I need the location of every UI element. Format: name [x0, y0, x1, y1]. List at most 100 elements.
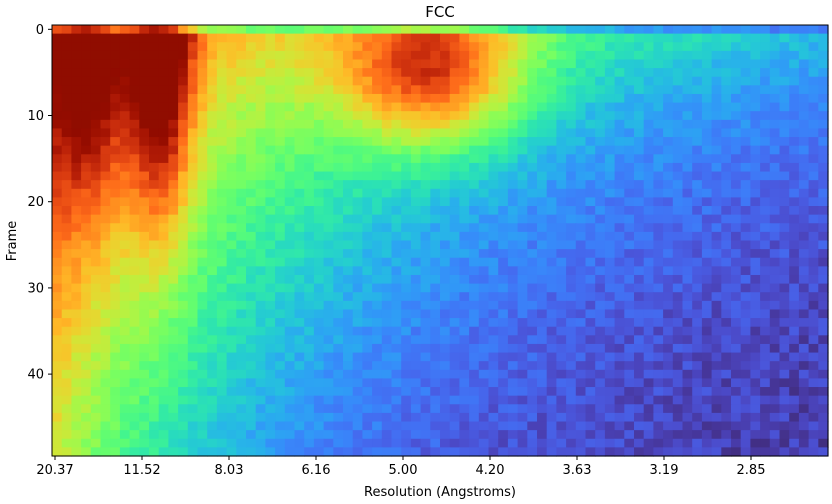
- heatmap-cell: [449, 50, 460, 61]
- heatmap-cell: [139, 111, 150, 121]
- heatmap-cell: [585, 361, 596, 371]
- heatmap-cell: [61, 438, 72, 448]
- heatmap-cell: [692, 223, 703, 233]
- heatmap-cell: [449, 438, 460, 448]
- heatmap-cell: [634, 111, 645, 121]
- heatmap-cell: [769, 369, 781, 380]
- heatmap-cell: [333, 395, 344, 405]
- heatmap-cell: [246, 162, 257, 173]
- heatmap-cell: [313, 162, 325, 173]
- heatmap-cell: [488, 266, 499, 276]
- heatmap-cell: [701, 85, 713, 95]
- heatmap-cell: [769, 93, 781, 104]
- heatmap-cell: [236, 137, 247, 147]
- heatmap-cell: [313, 50, 325, 61]
- heatmap-cell: [701, 93, 713, 104]
- heatmap-cell: [362, 128, 373, 138]
- heatmap-cell: [216, 33, 228, 43]
- heatmap-cell: [449, 206, 460, 216]
- heatmap-cell: [246, 283, 257, 293]
- heatmap-cell: [52, 145, 63, 155]
- heatmap-cell: [760, 206, 771, 216]
- heatmap-cell: [255, 274, 266, 285]
- heatmap-cell: [507, 154, 519, 164]
- heatmap-cell: [575, 266, 587, 276]
- heatmap-cell: [313, 352, 325, 362]
- heatmap-cell: [818, 274, 829, 285]
- heatmap-cell: [818, 25, 829, 35]
- heatmap-cell: [372, 102, 383, 112]
- heatmap-cell: [139, 421, 150, 431]
- heatmap-cell: [440, 171, 451, 181]
- heatmap-cell: [391, 404, 402, 414]
- heatmap-cell: [653, 154, 664, 164]
- heatmap-cell: [236, 447, 247, 457]
- heatmap-cell: [284, 188, 296, 198]
- heatmap-cell: [604, 188, 616, 198]
- heatmap-cell: [313, 102, 325, 112]
- heatmap-cell: [604, 292, 616, 302]
- heatmap-cell: [459, 240, 470, 250]
- heatmap-cell: [52, 292, 63, 302]
- heatmap-cell: [488, 180, 499, 190]
- heatmap-cell: [246, 119, 257, 130]
- heatmap-cell: [304, 430, 315, 440]
- heatmap-cell: [663, 318, 674, 328]
- heatmap-cell: [100, 361, 111, 371]
- heatmap-cell: [721, 197, 732, 207]
- heatmap-cell: [216, 93, 228, 104]
- heatmap-cell: [760, 300, 771, 311]
- heatmap-cell: [100, 387, 111, 397]
- heatmap-cell: [798, 387, 810, 397]
- heatmap-cell: [488, 197, 499, 207]
- heatmap-cell: [178, 180, 189, 190]
- heatmap-cell: [769, 266, 781, 276]
- heatmap-cell: [401, 50, 412, 61]
- heatmap-cell: [663, 50, 674, 61]
- heatmap-cell: [168, 438, 179, 448]
- heatmap-cell: [401, 412, 412, 423]
- heatmap-cell: [216, 266, 228, 276]
- heatmap-cell: [265, 240, 276, 250]
- heatmap-cell: [71, 102, 82, 112]
- heatmap-cell: [527, 343, 538, 354]
- heatmap-cell: [110, 430, 121, 440]
- heatmap-cell: [401, 292, 412, 302]
- heatmap-cell: [149, 50, 160, 61]
- heatmap-cell: [236, 438, 247, 448]
- heatmap-cell: [178, 378, 189, 388]
- heatmap-cell: [61, 50, 72, 61]
- heatmap-cell: [168, 266, 179, 276]
- heatmap-cell: [139, 42, 150, 52]
- heatmap-cell: [798, 180, 810, 190]
- heatmap-cell: [226, 274, 237, 285]
- heatmap-cell: [469, 137, 480, 147]
- heatmap-cell: [119, 447, 131, 457]
- heatmap-cell: [624, 257, 635, 267]
- heatmap-cell: [216, 197, 228, 207]
- heatmap-cell: [265, 111, 276, 121]
- heatmap-cell: [740, 249, 751, 259]
- heatmap-cell: [216, 68, 228, 78]
- heatmap-cell: [187, 326, 199, 336]
- heatmap-cell: [313, 274, 325, 285]
- heatmap-cell: [440, 361, 451, 371]
- heatmap-cell: [168, 223, 179, 233]
- heatmap-cell: [478, 128, 490, 138]
- heatmap-cell: [119, 361, 131, 371]
- heatmap-cell: [808, 430, 819, 440]
- heatmap-cell: [226, 404, 237, 414]
- heatmap-cell: [585, 300, 596, 311]
- heatmap-cell: [168, 412, 179, 423]
- heatmap-cell: [255, 352, 266, 362]
- heatmap-cell: [808, 171, 819, 181]
- heatmap-cell: [158, 318, 169, 328]
- heatmap-cell: [391, 33, 402, 43]
- heatmap-cell: [216, 223, 228, 233]
- heatmap-cell: [139, 76, 150, 86]
- heatmap-cell: [459, 188, 470, 198]
- heatmap-cell: [168, 335, 179, 345]
- heatmap-cell: [352, 292, 363, 302]
- heatmap-cell: [546, 404, 557, 414]
- heatmap-cell: [527, 119, 538, 130]
